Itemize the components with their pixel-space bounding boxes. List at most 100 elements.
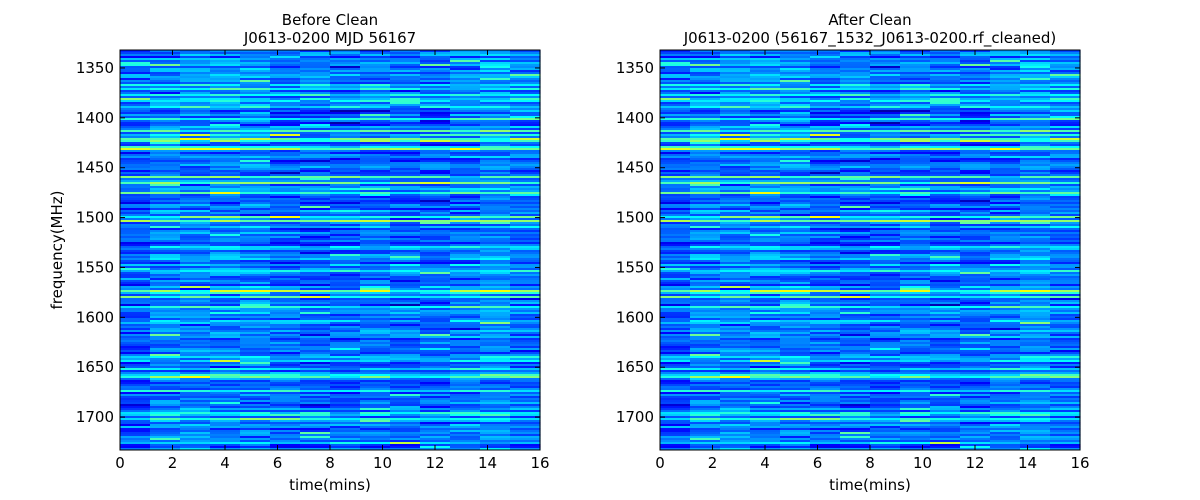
heatmap-cell: [330, 300, 361, 303]
heatmap-cell: [150, 60, 181, 63]
heatmap-cell: [840, 304, 871, 307]
heatmap-cell: [420, 264, 451, 267]
heatmap-cell: [1050, 144, 1081, 147]
heatmap-cell: [720, 236, 751, 239]
heatmap-cell: [720, 198, 751, 201]
heatmap-cell: [780, 244, 811, 247]
heatmap-cell: [480, 262, 511, 265]
heatmap-cell: [780, 220, 811, 223]
heatmap-cell: [360, 112, 391, 115]
heatmap-cell: [180, 326, 211, 329]
heatmap-cell: [210, 246, 241, 249]
heatmap-cell: [150, 52, 181, 55]
heatmap-cell: [450, 74, 481, 77]
heatmap-cell: [420, 374, 451, 377]
heatmap-cell: [660, 84, 691, 87]
heatmap-cell: [360, 252, 391, 255]
heatmap-cell: [300, 90, 331, 93]
heatmap-cell: [180, 76, 211, 79]
heatmap-cell: [480, 146, 511, 149]
heatmap-cell: [780, 144, 811, 147]
heatmap-cell: [870, 86, 901, 89]
heatmap-cell: [900, 318, 931, 321]
heatmap-cell: [300, 144, 331, 147]
heatmap-cell: [930, 96, 961, 99]
heatmap-cell: [870, 202, 901, 205]
heatmap-cell: [960, 308, 991, 311]
heatmap-cell: [960, 294, 991, 297]
heatmap-cell: [300, 210, 331, 213]
heatmap-cell: [750, 150, 781, 153]
heatmap-cell: [270, 234, 301, 237]
heatmap-cell: [480, 76, 511, 79]
heatmap-cell: [960, 110, 991, 113]
heatmap-cell: [360, 406, 391, 409]
heatmap-cell: [480, 444, 511, 447]
heatmap-cell: [690, 172, 721, 175]
heatmap-cell: [420, 108, 451, 111]
heatmap-cell: [120, 84, 151, 87]
heatmap-cell: [360, 338, 391, 341]
heatmap-cell: [750, 206, 781, 209]
heatmap-cell: [690, 176, 721, 179]
heatmap-cell: [270, 396, 301, 399]
heatmap-cell: [480, 440, 511, 443]
heatmap-cell: [450, 96, 481, 99]
heatmap-cell: [480, 446, 511, 449]
heatmap-cell: [750, 110, 781, 113]
heatmap-cell: [180, 438, 211, 441]
heatmap-cell: [690, 242, 721, 245]
heatmap-cell: [510, 142, 541, 145]
heatmap-cell: [420, 278, 451, 281]
heatmap-cell: [900, 200, 931, 203]
heatmap-cell: [360, 92, 391, 95]
heatmap-cell: [1050, 94, 1081, 97]
heatmap-cell: [420, 412, 451, 415]
heatmap-cell: [900, 282, 931, 285]
heatmap-cell: [330, 194, 361, 197]
heatmap-cell: [1020, 268, 1051, 271]
heatmap-cell: [870, 344, 901, 347]
heatmap-cell: [990, 116, 1021, 119]
heatmap-cell: [720, 332, 751, 335]
heatmap-cell: [780, 304, 811, 307]
heatmap-cell: [180, 254, 211, 257]
heatmap-cell: [960, 270, 991, 273]
heatmap-cell: [780, 132, 811, 135]
heatmap-cell: [270, 392, 301, 395]
heatmap-cell: [510, 374, 541, 377]
heatmap-cell: [690, 84, 721, 87]
heatmap-cell: [240, 90, 271, 93]
heatmap-cell: [660, 250, 691, 253]
heatmap-cell: [240, 346, 271, 349]
heatmap-cell: [930, 296, 961, 299]
heatmap-cell: [210, 200, 241, 203]
heatmap-cell: [360, 228, 391, 231]
heatmap-cell: [960, 216, 991, 219]
heatmap-cell: [660, 182, 691, 185]
heatmap-cell: [120, 350, 151, 353]
heatmap-cell: [810, 276, 841, 279]
heatmap-cell: [930, 326, 961, 329]
heatmap-cell: [210, 370, 241, 373]
heatmap-cell: [120, 174, 151, 177]
heatmap-cell: [210, 436, 241, 439]
heatmap-cell: [240, 98, 271, 101]
heatmap-cell: [780, 192, 811, 195]
heatmap-cell: [300, 66, 331, 69]
heatmap-cell: [480, 306, 511, 309]
heatmap-cell: [480, 52, 511, 55]
heatmap-cell: [420, 84, 451, 87]
heatmap-cell: [990, 126, 1021, 129]
heatmap-cell: [120, 124, 151, 127]
heatmap-cell: [360, 110, 391, 113]
heatmap-cell: [870, 208, 901, 211]
heatmap-cell: [1020, 184, 1051, 187]
heatmap-cell: [240, 440, 271, 443]
heatmap-cell: [1050, 294, 1081, 297]
heatmap-cell: [300, 74, 331, 77]
heatmap-cell: [330, 406, 361, 409]
heatmap-cell: [210, 120, 241, 123]
heatmap-cell: [870, 162, 901, 165]
heatmap-cell: [330, 282, 361, 285]
